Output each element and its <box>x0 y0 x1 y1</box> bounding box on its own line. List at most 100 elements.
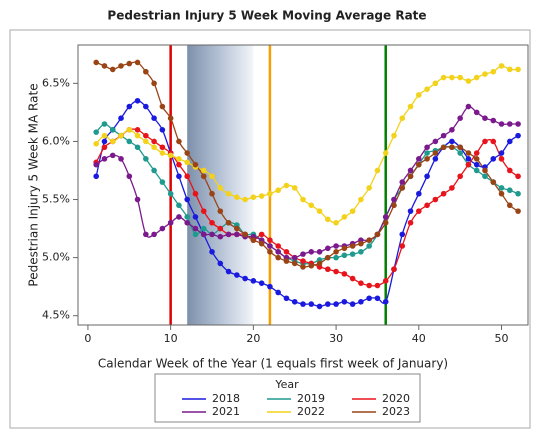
plot-area <box>93 45 521 325</box>
data-point <box>325 254 331 261</box>
data-point <box>308 301 315 307</box>
data-point <box>143 132 149 139</box>
data-point <box>316 303 323 310</box>
data-point <box>515 121 521 127</box>
data-point <box>159 225 166 232</box>
data-point <box>242 196 248 203</box>
data-point <box>184 150 190 156</box>
data-point <box>225 190 232 197</box>
data-point <box>159 179 166 185</box>
data-point <box>151 138 157 145</box>
data-point <box>250 237 257 243</box>
data-point <box>407 219 414 226</box>
data-point <box>143 68 149 75</box>
data-point <box>184 159 190 166</box>
data-point <box>167 219 174 226</box>
data-point <box>225 268 232 275</box>
data-point <box>399 243 406 249</box>
y-tick-label: 5.5% <box>42 193 70 206</box>
data-point <box>358 196 364 203</box>
y-tick-label: 5.0% <box>42 251 70 264</box>
data-point <box>515 66 521 73</box>
data-point <box>151 231 157 238</box>
data-point <box>440 144 447 151</box>
data-point <box>490 156 497 162</box>
data-point <box>432 156 439 162</box>
x-tick-label: 30 <box>329 332 343 345</box>
data-point <box>300 264 306 270</box>
data-point <box>176 173 182 180</box>
data-point <box>490 179 497 185</box>
data-point <box>118 132 124 139</box>
data-point <box>424 144 430 151</box>
data-point <box>498 63 505 69</box>
data-point <box>490 138 497 145</box>
data-point <box>167 190 174 197</box>
data-point <box>267 249 273 255</box>
data-point <box>101 132 108 139</box>
data-point <box>374 295 381 302</box>
data-point <box>349 275 356 282</box>
data-point <box>482 115 488 121</box>
data-point <box>118 115 124 121</box>
data-point <box>465 78 472 84</box>
data-point <box>333 219 339 226</box>
legend-label: 2019 <box>297 392 325 405</box>
data-point <box>217 225 224 232</box>
data-point <box>217 185 224 191</box>
data-point <box>432 150 439 156</box>
data-point <box>308 262 315 269</box>
data-point <box>449 127 455 133</box>
data-point <box>93 59 99 66</box>
data-point <box>234 272 240 278</box>
data-point <box>465 161 472 168</box>
data-point <box>399 231 406 238</box>
data-point <box>93 173 99 180</box>
data-point <box>93 140 99 147</box>
legend-label: 2018 <box>212 392 240 405</box>
data-point <box>134 127 141 133</box>
data-point <box>151 167 157 174</box>
data-point <box>258 231 265 238</box>
data-point <box>515 190 521 197</box>
data-point <box>267 283 273 290</box>
data-point <box>325 266 331 273</box>
data-point <box>275 254 281 261</box>
data-point <box>407 167 414 174</box>
shaded-band <box>187 45 254 325</box>
data-point <box>490 68 497 75</box>
data-point <box>349 251 356 257</box>
data-point <box>200 231 207 238</box>
data-point <box>308 202 315 209</box>
data-point <box>316 208 323 214</box>
data-point <box>473 74 480 81</box>
data-point <box>258 193 265 199</box>
data-point <box>167 115 174 121</box>
data-point <box>134 97 141 104</box>
y-tick-label: 6.5% <box>42 76 70 89</box>
data-point <box>358 298 364 305</box>
data-point <box>151 115 157 121</box>
data-point <box>242 231 248 238</box>
data-point <box>225 231 232 238</box>
data-point <box>366 243 372 249</box>
data-point <box>358 249 364 255</box>
data-point <box>134 196 141 203</box>
data-point <box>176 156 182 162</box>
data-point <box>325 245 331 252</box>
y-tick-label: 4.5% <box>42 309 70 322</box>
data-point <box>449 185 455 191</box>
data-point <box>416 208 422 214</box>
data-point <box>374 167 381 174</box>
data-point <box>184 196 190 203</box>
legend-label: 2022 <box>297 405 325 418</box>
data-point <box>159 127 166 133</box>
data-point <box>333 243 339 249</box>
data-point <box>482 138 488 145</box>
data-point <box>473 167 480 174</box>
data-point <box>176 214 182 220</box>
data-point <box>341 252 348 259</box>
data-point <box>200 225 207 232</box>
data-point <box>333 254 339 261</box>
data-point <box>316 260 323 267</box>
